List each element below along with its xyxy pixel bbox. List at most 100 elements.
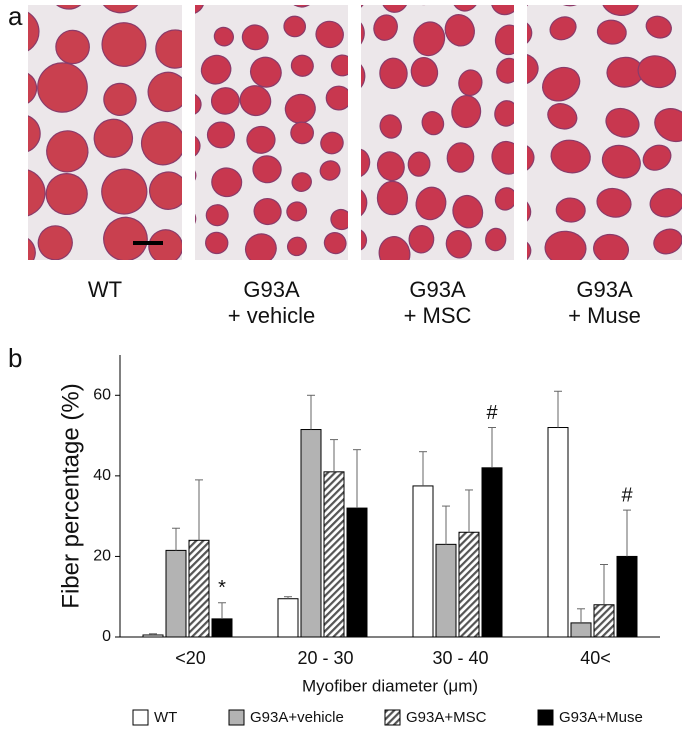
bar bbox=[300, 429, 322, 638]
myofiber bbox=[205, 204, 229, 227]
histology-image bbox=[527, 5, 682, 260]
bar bbox=[142, 634, 164, 638]
myofiber bbox=[422, 5, 426, 6]
myofiber bbox=[239, 85, 272, 117]
bar bbox=[346, 507, 368, 638]
myofiber bbox=[445, 230, 472, 259]
myofiber bbox=[291, 172, 312, 192]
significance-marker: # bbox=[486, 402, 498, 424]
error-bar bbox=[442, 505, 450, 545]
myofiber bbox=[213, 26, 234, 47]
significance-marker: # bbox=[621, 484, 633, 506]
bar bbox=[570, 622, 592, 638]
myofiber bbox=[290, 121, 314, 145]
myofiber bbox=[596, 19, 627, 45]
error-bar bbox=[488, 427, 496, 468]
myofiber bbox=[323, 232, 347, 255]
myofiber bbox=[200, 54, 232, 85]
myofiber bbox=[93, 118, 134, 158]
myofiber bbox=[211, 167, 243, 198]
myofiber bbox=[542, 66, 581, 102]
legend-swatch bbox=[384, 709, 401, 726]
myofiber bbox=[283, 15, 307, 38]
image-caption: + vehicle bbox=[228, 303, 315, 328]
myofiber bbox=[421, 111, 445, 136]
bar bbox=[616, 555, 638, 638]
legend-swatch bbox=[132, 709, 149, 726]
myofiber bbox=[103, 82, 137, 117]
image-caption: G93A bbox=[576, 277, 633, 302]
myofiber bbox=[653, 228, 682, 255]
myofiber bbox=[596, 187, 632, 218]
image-caption: + Muse bbox=[568, 303, 641, 328]
bar bbox=[188, 539, 210, 638]
error-bar bbox=[623, 509, 631, 557]
y-tick-label: 0 bbox=[102, 628, 111, 645]
myofiber bbox=[205, 231, 229, 255]
myofiber bbox=[413, 21, 446, 57]
legend-swatch bbox=[537, 709, 554, 726]
myofiber bbox=[319, 160, 341, 181]
myofiber bbox=[28, 70, 38, 106]
x-tick-label: 20 - 30 bbox=[297, 648, 353, 668]
myofiber bbox=[148, 229, 182, 260]
bar bbox=[547, 427, 569, 638]
myofiber bbox=[101, 168, 148, 215]
myofiber bbox=[287, 5, 317, 8]
myofiber bbox=[253, 197, 282, 226]
myofiber bbox=[55, 29, 90, 65]
myofiber bbox=[320, 131, 344, 155]
myofiber bbox=[446, 142, 475, 173]
bar bbox=[481, 467, 503, 638]
image-caption: G93A bbox=[409, 277, 466, 302]
x-tick-label: 40< bbox=[580, 648, 611, 668]
myofiber bbox=[101, 22, 147, 67]
myofiber bbox=[373, 14, 398, 41]
myofiber bbox=[195, 5, 205, 15]
significance-marker: * bbox=[218, 577, 226, 599]
myofiber bbox=[527, 142, 535, 175]
myofiber bbox=[49, 5, 89, 10]
myofiber bbox=[451, 94, 482, 129]
myofiber bbox=[376, 180, 409, 216]
myofiber bbox=[206, 121, 236, 149]
myofiber bbox=[330, 54, 348, 77]
myofiber bbox=[549, 16, 577, 41]
myofiber bbox=[28, 235, 36, 260]
myofiber bbox=[246, 125, 276, 154]
myofiber bbox=[490, 5, 514, 16]
myofiber bbox=[380, 5, 409, 13]
myofiber bbox=[290, 54, 314, 77]
bar bbox=[211, 618, 233, 638]
myofiber bbox=[444, 14, 475, 47]
myofiber bbox=[593, 233, 630, 260]
myofiber bbox=[485, 227, 507, 252]
y-tick-label: 40 bbox=[93, 467, 111, 484]
myofiber bbox=[605, 107, 640, 138]
error-bar bbox=[284, 596, 292, 599]
myofiber bbox=[252, 155, 282, 184]
myofiber bbox=[28, 168, 46, 218]
bar bbox=[435, 543, 457, 638]
myofiber bbox=[555, 197, 586, 223]
error-bar bbox=[465, 489, 473, 533]
myofiber bbox=[140, 121, 182, 166]
legend-label: G93A+Muse bbox=[559, 709, 643, 726]
myofiber bbox=[315, 20, 344, 49]
bar bbox=[593, 604, 615, 638]
myofiber bbox=[494, 100, 514, 127]
myofiber bbox=[376, 151, 405, 182]
bar bbox=[458, 531, 480, 638]
myofiber bbox=[195, 133, 201, 159]
myofiber bbox=[544, 230, 587, 260]
legend-label: G93A+MSC bbox=[406, 709, 487, 726]
myofiber bbox=[45, 173, 88, 216]
myofiber bbox=[378, 236, 411, 260]
myofiber bbox=[361, 148, 371, 179]
error-bar bbox=[600, 563, 608, 605]
myofiber bbox=[452, 194, 484, 229]
myofiber bbox=[642, 144, 672, 171]
myofiber bbox=[147, 71, 182, 113]
myofiber bbox=[379, 114, 402, 139]
